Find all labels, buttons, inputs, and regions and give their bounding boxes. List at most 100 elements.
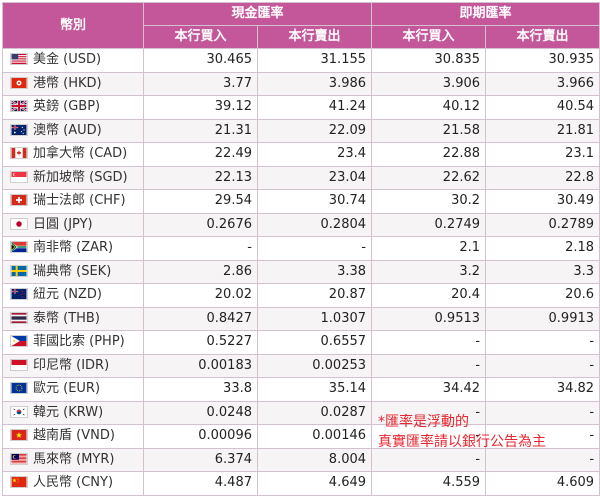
currency-name: 菲國比索 (PHP)	[33, 334, 125, 349]
cash-buy-cell: 0.00183	[143, 353, 258, 378]
spot-sell-cell: 30.935	[485, 48, 600, 73]
spot-buy-cell: 0.2749	[371, 212, 487, 237]
cash-buy-cell: 0.0248	[143, 400, 258, 425]
cn-flag-icon	[10, 476, 28, 488]
currency-cell: 港幣 (HKD)	[2, 71, 144, 96]
spot-buy-header: 本行買入	[371, 25, 487, 49]
currency-cell: 人民幣 (CNY)	[2, 471, 144, 496]
cash-sell-cell: 35.14	[256, 377, 373, 402]
cash-sell-cell: 3.38	[256, 259, 373, 284]
spot-buy-cell: 22.62	[371, 165, 487, 190]
cash-sell-cell: 1.0307	[256, 306, 373, 331]
spot-buy-cell: 0.9513	[371, 306, 487, 331]
cash-sell-cell: -	[256, 236, 373, 261]
cash-buy-cell: 6.374	[143, 447, 258, 472]
currency-name: 紐元 (NZD)	[33, 287, 102, 302]
currency-name: 歐元 (EUR)	[33, 381, 101, 396]
nz-flag-icon	[10, 288, 28, 300]
za-flag-icon	[10, 241, 28, 253]
cash-buy-cell: 29.54	[143, 189, 258, 214]
cash-buy-cell: 22.13	[143, 165, 258, 190]
currency-name: 美金 (USD)	[33, 52, 102, 67]
table-body: 美金 (USD) 30.465 31.155 30.835 30.935 港幣 (HKD)…	[2, 48, 600, 496]
spot-sell-cell: -	[485, 424, 600, 449]
currency-name: 人民幣 (CNY)	[33, 475, 114, 490]
currency-name: 港幣 (HKD)	[33, 75, 102, 91]
spot-sell-cell: 2.18	[485, 236, 600, 261]
currency-cell: 越南盾 (VND)	[2, 424, 144, 449]
spot-sell-cell: -	[485, 400, 600, 425]
currency-name: 泰幣 (THB)	[33, 310, 100, 326]
currency-cell: 澳幣 (AUD)	[2, 118, 144, 143]
table-row: 美金 (USD) 30.465 31.155 30.835 30.935	[2, 48, 600, 73]
cash-sell-header: 本行賣出	[256, 25, 373, 49]
currency-name: 韓元 (KRW)	[33, 404, 104, 420]
th-flag-icon	[10, 311, 28, 324]
spot-buy-cell: 3.2	[371, 259, 487, 284]
table-row: 菲國比索 (PHP) 0.5227 0.6557- -	[2, 330, 600, 355]
au-flag-icon	[10, 123, 28, 136]
table-row: 泰幣 (THB) 0.8427 1.0307 0.9513 0.9913	[2, 306, 600, 331]
cash-sell-cell: 0.6557	[256, 330, 373, 355]
currency-name: 南非幣 (ZAR)	[33, 240, 114, 255]
cash-buy-cell: 39.12	[143, 95, 258, 120]
spot-buy-cell: 3.906	[371, 71, 487, 96]
currency-name: 印尼幣 (IDR)	[33, 357, 110, 373]
spot-sell-cell: 34.82	[485, 377, 600, 402]
cash-buy-cell: 20.02	[143, 283, 258, 308]
currency-name: 新加坡幣 (SGD)	[33, 169, 128, 185]
currency-cell: 歐元 (EUR)	[2, 377, 144, 402]
cash-sell-cell: 23.4	[256, 142, 373, 167]
currency-cell: 馬來幣 (MYR)	[2, 447, 144, 472]
cash-buy-cell: 0.00096	[143, 424, 258, 449]
spot-buy-cell: 21.58	[371, 118, 487, 143]
my-flag-icon	[10, 452, 28, 465]
currency-name: 英鎊 (GBP)	[33, 99, 101, 114]
spot-buy-cell: 40.12	[371, 95, 487, 120]
cash-buy-cell: 0.5227	[143, 330, 258, 355]
table-row: 日圓 (JPY) 0.2676 0.2804 0.2749 0.2789	[2, 212, 600, 237]
table-row: 港幣 (HKD) 3.77 3.986 3.906 3.966	[2, 71, 600, 96]
ch-flag-icon	[10, 194, 28, 206]
table-row: 歐元 (EUR) 33.8 35.14 34.42 34.82	[2, 377, 600, 402]
currency-name: 瑞典幣 (SEK)	[33, 263, 112, 279]
us-flag-icon	[10, 53, 28, 65]
cash-buy-cell: 30.465	[143, 48, 258, 73]
cash-sell-cell: 30.74	[256, 189, 373, 214]
table-row: 英鎊 (GBP) 39.12 41.24 40.12 40.54	[2, 95, 600, 120]
ca-flag-icon	[10, 147, 28, 159]
spot-sell-cell: -	[485, 447, 600, 472]
cash-buy-cell: 2.86	[143, 259, 258, 284]
spot-buy-cell: 34.42	[371, 377, 487, 402]
cash-buy-cell: 0.2676	[143, 212, 258, 237]
sg-flag-icon	[10, 170, 28, 183]
currency-name: 加拿大幣 (CAD)	[33, 146, 128, 161]
cash-sell-cell: 4.649	[256, 471, 373, 496]
spot-sell-header: 本行賣出	[485, 25, 600, 49]
currency-name: 馬來幣 (MYR)	[33, 451, 115, 467]
currency-cell: 菲國比索 (PHP)	[2, 330, 144, 355]
spot-sell-cell: 30.49	[485, 189, 600, 214]
spot-buy-cell: 4.559	[371, 471, 487, 496]
currency-cell: 印尼幣 (IDR)	[2, 353, 144, 378]
se-flag-icon	[10, 264, 28, 277]
spot-sell-cell: 22.8	[485, 165, 600, 190]
currency-cell: 紐元 (NZD)	[2, 283, 144, 308]
vn-flag-icon	[10, 429, 28, 441]
cash-sell-cell: 0.00253	[256, 353, 373, 378]
currency-name: 澳幣 (AUD)	[33, 122, 102, 138]
table-row: 瑞典幣 (SEK) 2.86 3.38 3.2 3.3	[2, 259, 600, 284]
hk-flag-icon	[10, 76, 28, 89]
table-header: 幣別 現金匯率 即期匯率 本行買入 本行賣出 本行買入 本行賣出	[2, 2, 600, 49]
cash-buy-cell: 0.8427	[143, 306, 258, 331]
currency-name: 瑞士法郎 (CHF)	[33, 193, 126, 208]
spot-sell-cell: -	[485, 330, 600, 355]
table-row: 南非幣 (ZAR) - -2.1 2.18	[2, 236, 600, 261]
spot-sell-cell: 23.1	[485, 142, 600, 167]
table-row: 韓元 (KRW) 0.0248 0.0287- -	[2, 400, 600, 425]
ph-flag-icon	[10, 335, 28, 347]
spot-sell-cell: 0.9913	[485, 306, 600, 331]
spot-buy-cell: 22.88	[371, 142, 487, 167]
cash-sell-cell: 31.155	[256, 48, 373, 73]
